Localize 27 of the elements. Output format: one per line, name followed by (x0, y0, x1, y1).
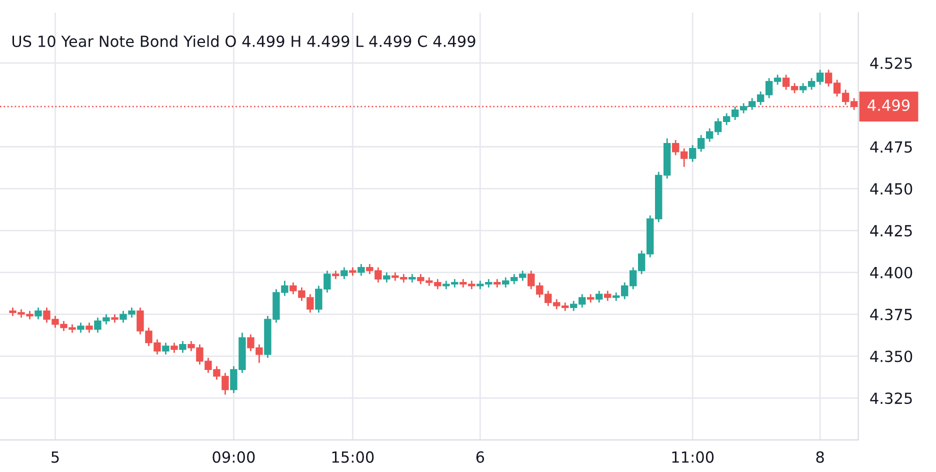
y-tick-label: 4.475 (870, 141, 912, 153)
x-tick-label: 15:00 (332, 451, 374, 463)
y-tick-label: 4.350 (870, 350, 912, 362)
candlestick (358, 263, 365, 276)
x-tick-label: 09:00 (212, 451, 255, 463)
candlestick (170, 342, 178, 354)
x-tick-label: 8 (816, 451, 824, 463)
y-tick-label: 4.450 (870, 183, 912, 195)
candlestick (596, 290, 603, 304)
candlestick (77, 322, 84, 334)
x-tick-label: 6 (476, 451, 484, 463)
y-tick-label: 4.425 (870, 224, 912, 237)
candlestick (162, 342, 170, 356)
y-tick-label: 4.325 (870, 392, 912, 404)
y-tick-label: 4.375 (870, 308, 912, 320)
candlestick (86, 322, 93, 334)
candlestick (34, 306, 42, 320)
candlestick (340, 266, 348, 280)
x-tick-label: 5 (52, 451, 59, 463)
text: US 10 Year Note Bond Yield O 4.499 H 4.499 L 4.499 C 4.499 (12, 35, 476, 48)
ref-line-label: 4.499 (868, 99, 910, 111)
x-tick-label: 11:00 (672, 451, 714, 463)
candlestick (383, 272, 390, 284)
candlestick (604, 290, 612, 302)
y-tick-label: 4.400 (870, 266, 912, 278)
y-tick-label: 4.525 (870, 57, 912, 70)
candlestick (179, 340, 186, 354)
